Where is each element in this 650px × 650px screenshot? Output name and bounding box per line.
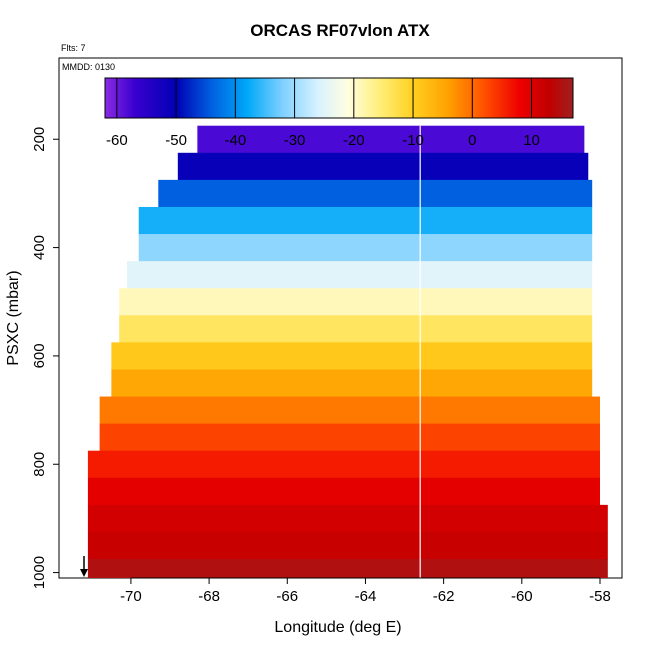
colorbar-tick-label: -30 bbox=[284, 132, 306, 149]
x-tick-label: -66 bbox=[276, 588, 298, 605]
x-tick-label: -70 bbox=[120, 588, 142, 605]
colorbar: -60 -50 -40 -30 -20 -10 0 10 bbox=[104, 77, 574, 149]
heatmap-layers bbox=[87, 125, 608, 578]
heatmap-layer bbox=[99, 423, 601, 452]
heatmap-layer bbox=[111, 369, 593, 398]
colorbar-tick-label: -40 bbox=[224, 132, 246, 149]
y-tick-label: 800 bbox=[31, 452, 48, 477]
heatmap-layer bbox=[197, 125, 585, 154]
x-tick-label: -60 bbox=[511, 588, 533, 605]
heatmap-layer bbox=[138, 206, 593, 235]
scroll-arrow-icon bbox=[80, 556, 88, 577]
colorbar-tick-label: -20 bbox=[343, 132, 365, 149]
x-tick-label: -68 bbox=[198, 588, 220, 605]
heatmap-layer bbox=[119, 315, 593, 343]
heatmap-layer bbox=[99, 396, 601, 425]
colorbar-tick-label: 0 bbox=[468, 132, 476, 149]
x-axis-label: Longitude (deg E) bbox=[274, 619, 401, 636]
x-tick-label: -58 bbox=[589, 588, 611, 605]
colorbar-tick-label: 10 bbox=[523, 132, 540, 149]
heatmap-layer bbox=[87, 531, 608, 560]
y-tick-label: 1000 bbox=[31, 556, 48, 589]
heatmap-layer bbox=[127, 261, 593, 289]
heatmap-layer bbox=[158, 179, 593, 208]
heatmap-layer bbox=[138, 234, 593, 262]
colorbar-tick-label: -10 bbox=[402, 132, 424, 149]
y-tick-label: 200 bbox=[31, 127, 48, 152]
heatmap-layer bbox=[87, 504, 608, 533]
colorbar-tick-label: -60 bbox=[106, 132, 128, 149]
x-tick-label: -64 bbox=[355, 588, 377, 605]
y-tick-label: 600 bbox=[31, 343, 48, 368]
heatmap-layer bbox=[119, 288, 593, 316]
heatmap-layer bbox=[87, 450, 601, 479]
heatmap-layer bbox=[87, 477, 601, 506]
x-tick-label: -62 bbox=[433, 588, 455, 605]
y-tick-label: 400 bbox=[31, 235, 48, 260]
colorbar-bar bbox=[104, 77, 574, 119]
flts-label: Flts: 7 bbox=[61, 43, 86, 53]
mmdd-label: MMDD: 0130 bbox=[62, 62, 115, 72]
heatmap-layer bbox=[111, 342, 593, 370]
heatmap-layer bbox=[87, 559, 608, 578]
chart-title: ORCAS RF07vlon ATX bbox=[250, 21, 430, 40]
x-axis: -70 -68 -66 -64 -62 -60 -58 bbox=[120, 577, 611, 605]
heatmap-layer bbox=[177, 152, 589, 181]
y-axis-label: PSXC (mbar) bbox=[5, 270, 22, 365]
colorbar-tick-label: -50 bbox=[165, 132, 187, 149]
y-axis: 200 400 600 800 1000 bbox=[31, 127, 60, 589]
